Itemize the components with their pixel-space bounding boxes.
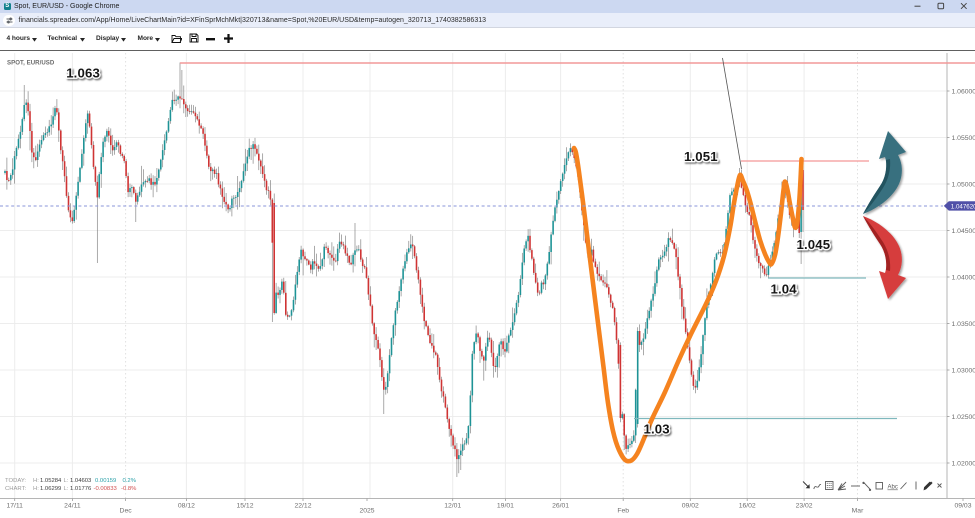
svg-text:09/02: 09/02 xyxy=(682,503,699,510)
svg-text:08/12: 08/12 xyxy=(178,503,195,510)
svg-text:26/01: 26/01 xyxy=(552,503,569,510)
svg-text:-0.8%: -0.8% xyxy=(121,486,137,492)
svg-text:L:: L: xyxy=(64,486,69,492)
svg-text:19/01: 19/01 xyxy=(497,503,514,510)
svg-text:09/03: 09/03 xyxy=(954,503,971,510)
svg-text:0.2%: 0.2% xyxy=(123,478,137,484)
svg-text:1.063: 1.063 xyxy=(66,65,100,80)
svg-text:CHART:: CHART: xyxy=(5,486,27,492)
svg-text:1.04500: 1.04500 xyxy=(952,228,975,235)
svg-text:2025: 2025 xyxy=(359,508,374,514)
svg-text:17/11: 17/11 xyxy=(6,503,23,510)
svg-text:1.04603: 1.04603 xyxy=(70,478,92,484)
svg-text:TODAY:: TODAY: xyxy=(5,478,26,484)
svg-text:22/12: 22/12 xyxy=(294,503,311,510)
svg-text:1.04000: 1.04000 xyxy=(952,274,975,281)
svg-text:1.04: 1.04 xyxy=(771,282,798,297)
svg-text:1.01776: 1.01776 xyxy=(70,486,92,492)
svg-text:0.00159: 0.00159 xyxy=(95,478,116,484)
svg-text:L:: L: xyxy=(64,478,69,484)
svg-text:SPOT, EUR/USD: SPOT, EUR/USD xyxy=(7,59,55,66)
svg-text:1.02000: 1.02000 xyxy=(952,460,975,467)
svg-text:1.06000: 1.06000 xyxy=(952,88,975,95)
svg-text:1.05284: 1.05284 xyxy=(40,478,62,484)
svg-text:Dec: Dec xyxy=(120,508,133,514)
svg-text:H:: H: xyxy=(33,478,39,484)
svg-text:15/12: 15/12 xyxy=(236,503,253,510)
svg-text:1.05500: 1.05500 xyxy=(952,135,975,142)
svg-text:1.03500: 1.03500 xyxy=(952,321,975,328)
svg-text:H:: H: xyxy=(33,486,39,492)
svg-text:23/02: 23/02 xyxy=(796,503,813,510)
svg-text:1.03: 1.03 xyxy=(644,422,670,437)
svg-text:1.02500: 1.02500 xyxy=(952,414,975,421)
svg-text:Feb: Feb xyxy=(617,508,629,514)
svg-text:24/11: 24/11 xyxy=(64,503,81,510)
svg-text:12/01: 12/01 xyxy=(444,503,461,510)
svg-text:16/02: 16/02 xyxy=(739,503,756,510)
svg-text:1.06299: 1.06299 xyxy=(40,486,61,492)
svg-text:Abc: Abc xyxy=(888,485,898,491)
svg-text:Mar: Mar xyxy=(852,508,864,514)
svg-text:1.045: 1.045 xyxy=(797,237,831,252)
svg-text:1.047620: 1.047620 xyxy=(951,203,975,210)
svg-text:1.03000: 1.03000 xyxy=(952,367,975,374)
svg-text:1.05000: 1.05000 xyxy=(952,181,975,188)
svg-text:1.051: 1.051 xyxy=(684,149,718,164)
svg-text:-0.00833: -0.00833 xyxy=(94,486,118,492)
